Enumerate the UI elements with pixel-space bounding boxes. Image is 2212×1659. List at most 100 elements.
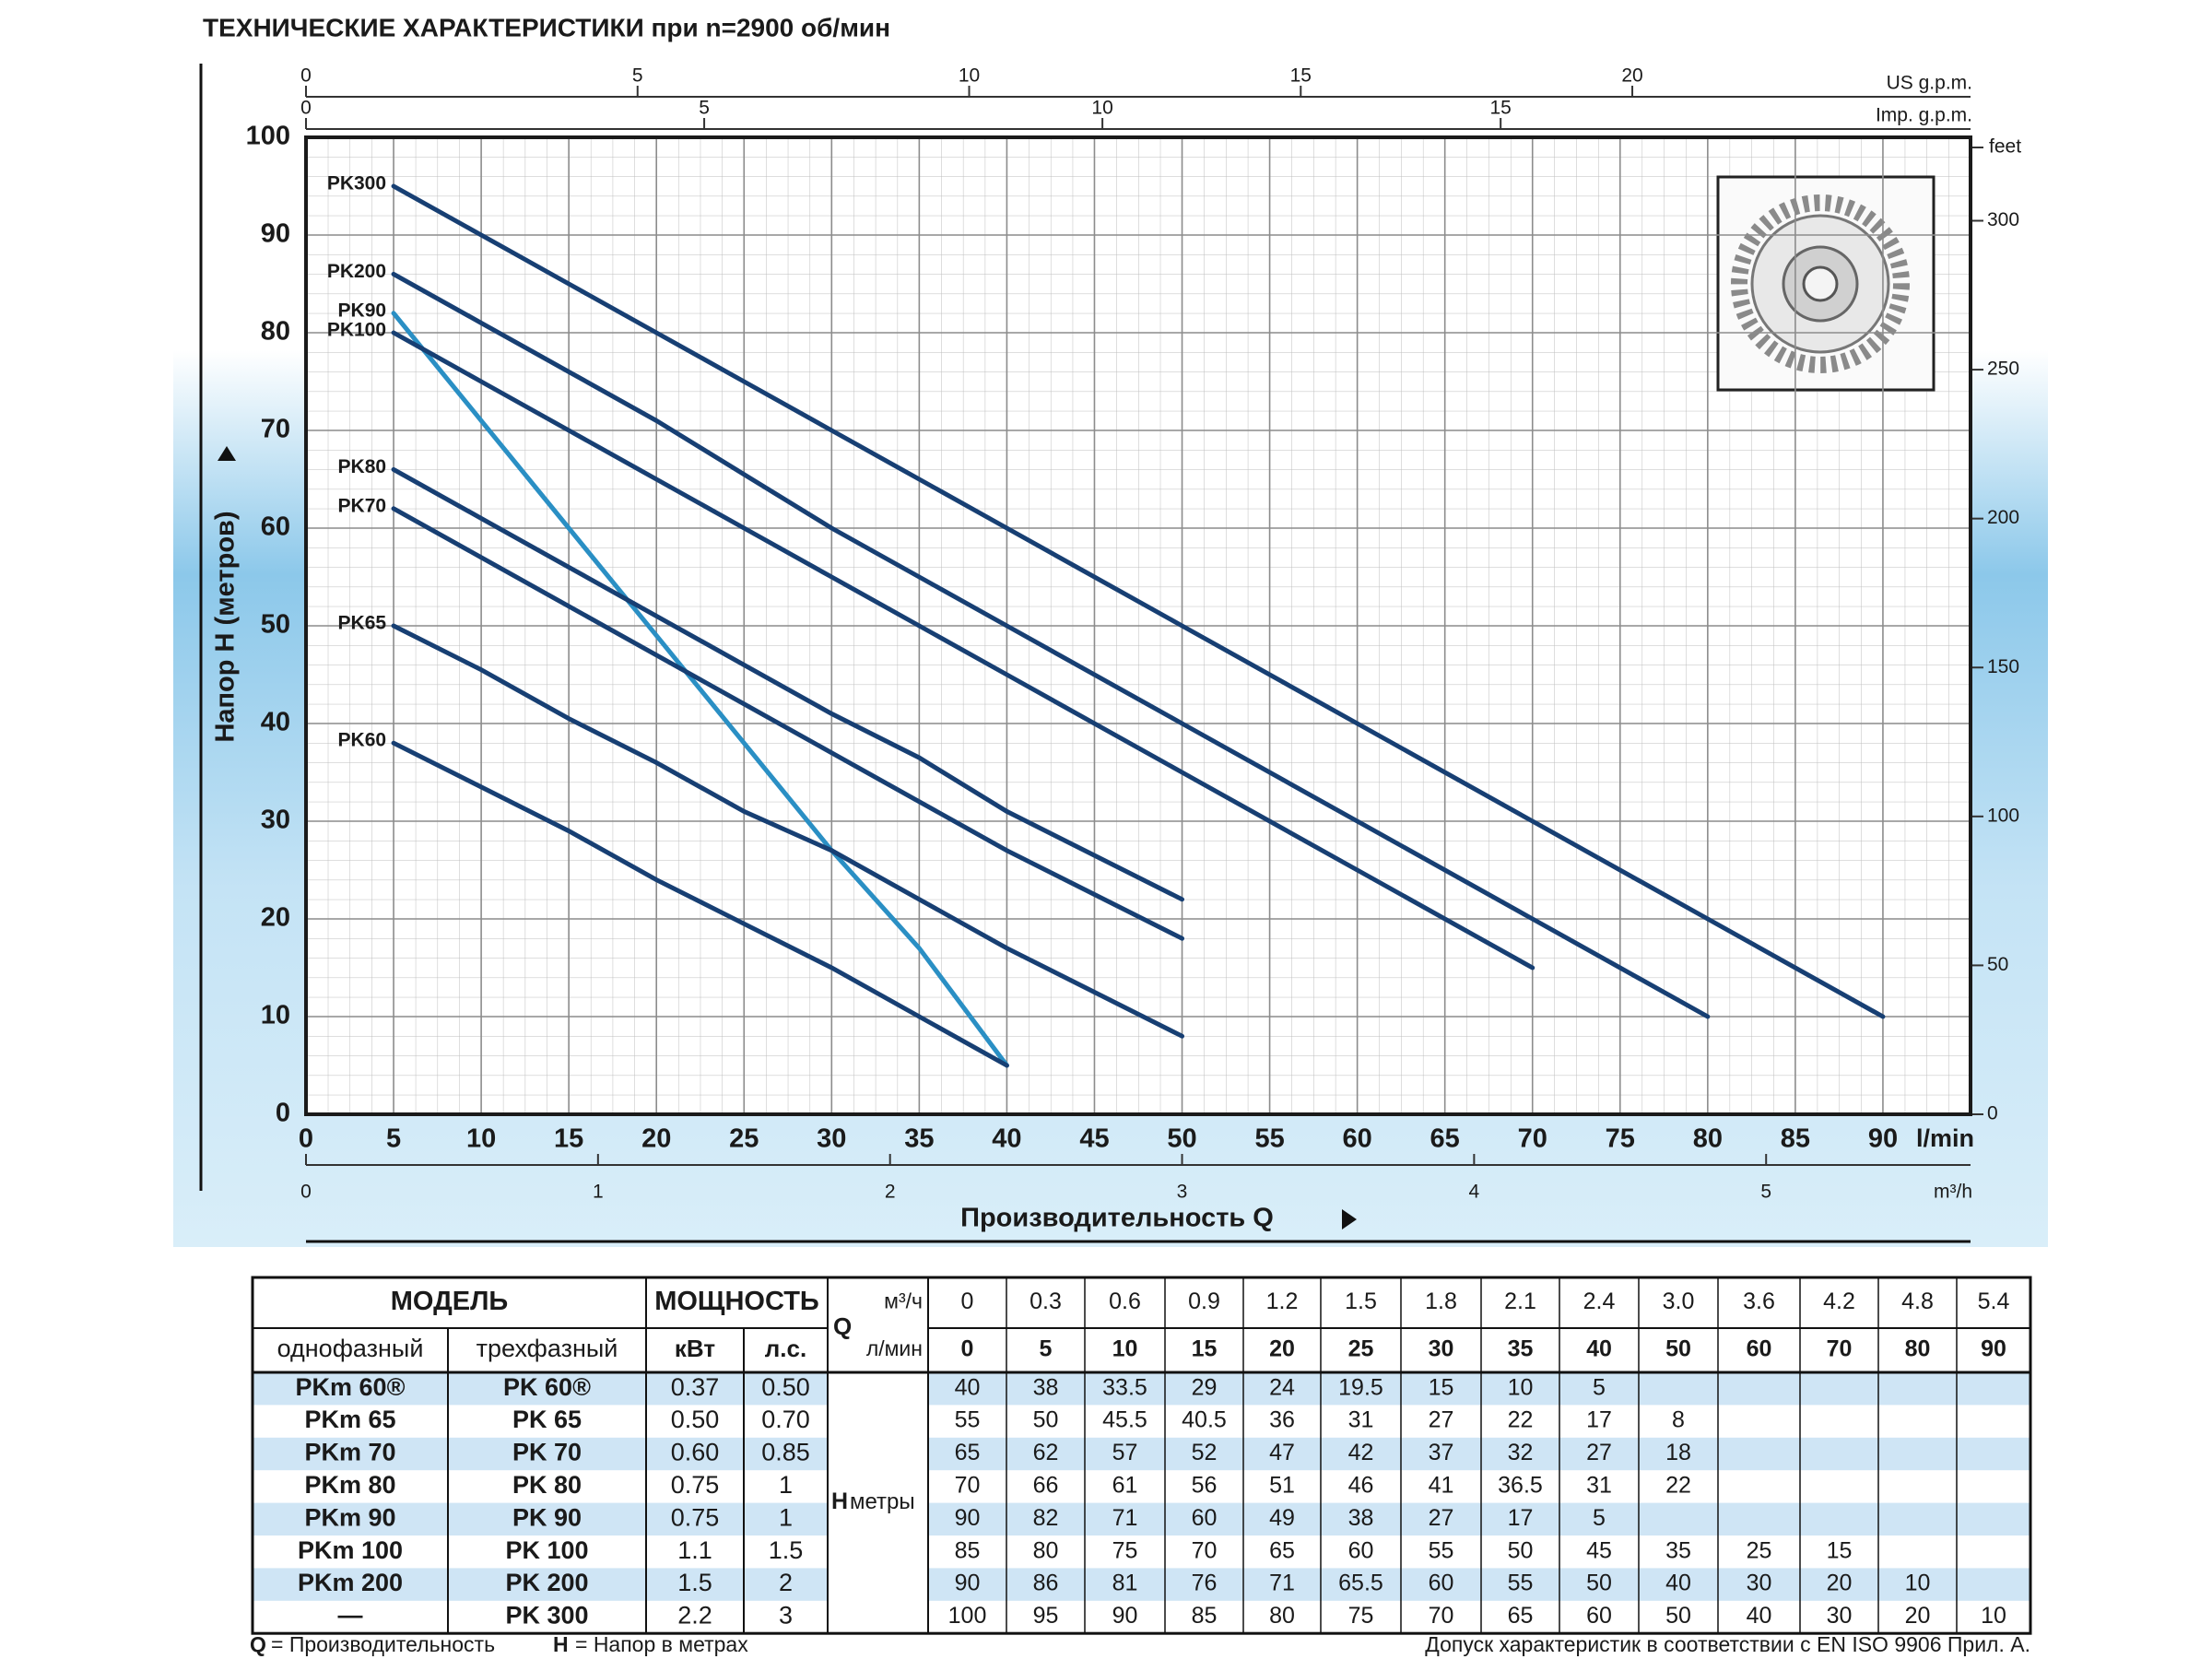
table-text: 57 [1112, 1440, 1138, 1465]
table-text: 60 [1429, 1571, 1454, 1596]
series-line [391, 623, 1185, 1039]
table-text: 40 [955, 1374, 981, 1400]
plot-border [304, 135, 1972, 1116]
table-text: 1.2 [1266, 1288, 1299, 1314]
table-text: 61 [1112, 1473, 1138, 1499]
table-text: 62 [1033, 1440, 1059, 1465]
secondary-tick-label: 1 [593, 1182, 604, 1203]
table-text: 42 [1348, 1440, 1374, 1465]
series-label: PK100 [327, 320, 386, 341]
table-text: 70 [1429, 1603, 1454, 1629]
table-text: 0.50 [761, 1373, 810, 1401]
table-text: 0.3 [1030, 1288, 1062, 1314]
table-text: 17 [1586, 1407, 1612, 1433]
table-text: 18 [1665, 1440, 1691, 1465]
impeller-bore [1802, 265, 1839, 302]
table-text: 31 [1586, 1473, 1612, 1499]
table-text: 47 [1269, 1440, 1295, 1465]
table-text: 40 [1665, 1571, 1691, 1596]
y-tick-label: 60 [261, 512, 290, 542]
table-text: 30 [1827, 1603, 1853, 1629]
table-text: 10 [1508, 1374, 1534, 1400]
x-tick-label: 25 [729, 1124, 759, 1154]
table-text: PK 90 [512, 1503, 582, 1531]
table-text: кВт [675, 1335, 715, 1362]
table-text: 32 [1508, 1440, 1534, 1465]
y2-tick-label: 250 [1987, 359, 2019, 380]
x-arrow [1342, 1209, 1357, 1230]
table-text: 70 [955, 1473, 981, 1499]
table-text: 75 [1112, 1537, 1138, 1563]
table-text: 60 [1192, 1505, 1218, 1531]
table-text: PKm 70 [304, 1439, 395, 1466]
impeller-image [1716, 175, 1936, 392]
table-text: 5 [1593, 1505, 1606, 1531]
table-text: PKm 80 [304, 1471, 395, 1499]
y-arrow [218, 446, 236, 461]
table-text: 45 [1586, 1537, 1612, 1563]
series-label: PK65 [338, 613, 387, 634]
table-text: 80 [1033, 1537, 1059, 1563]
table-text: 35 [1508, 1336, 1534, 1362]
table-text: 0 [961, 1336, 974, 1362]
table-text: 50 [1033, 1407, 1059, 1433]
table-text: метры [850, 1489, 915, 1514]
table-text: H [831, 1488, 848, 1514]
table-text: PKm 60® [296, 1373, 406, 1401]
table-text: 71 [1112, 1505, 1138, 1531]
secondary-tick-label: 4 [1469, 1182, 1480, 1203]
table-text: PK 65 [512, 1406, 582, 1433]
y2-axis-label: feet [1989, 136, 2021, 158]
table-text: 86 [1033, 1571, 1059, 1596]
secondary-axis-label: Imp. g.p.m. [1876, 105, 1972, 126]
table-text: 37 [1429, 1440, 1454, 1465]
table-text: 46 [1348, 1473, 1374, 1499]
table-text: 20 [1269, 1336, 1295, 1362]
table-text: МОЩНОСТЬ [654, 1287, 819, 1316]
series-line [391, 740, 1009, 1068]
table-text: 45.5 [1102, 1407, 1147, 1433]
x-tick-label: 85 [1781, 1124, 1810, 1154]
table-text: 60 [1747, 1336, 1772, 1362]
table-text: 1.1 [677, 1536, 712, 1564]
y2-tick-label: 300 [1987, 209, 2019, 230]
y2-tick-label: 0 [1987, 1103, 1998, 1124]
table-text: 22 [1665, 1473, 1691, 1499]
series-label: PK80 [338, 456, 387, 477]
y-tick-label: 80 [261, 317, 290, 347]
y-tick-label: 100 [246, 122, 290, 151]
table-text: Q [833, 1312, 852, 1340]
table-text: 1 [779, 1503, 793, 1531]
series-line [391, 466, 1185, 902]
table-text: 90 [955, 1571, 981, 1596]
secondary-tick-label: 0 [300, 1182, 312, 1203]
table-text: 40 [1586, 1336, 1612, 1362]
table-text: H [553, 1632, 569, 1656]
table-border [251, 1276, 2032, 1635]
table-text: 20 [1827, 1571, 1853, 1596]
table-text: 49 [1269, 1505, 1295, 1531]
table-text: 5 [1593, 1374, 1606, 1400]
table-text: 1.5 [677, 1569, 712, 1596]
series-line [391, 330, 1535, 971]
x-tick-label: 50 [1167, 1124, 1196, 1154]
secondary-tick-label: 20 [1621, 65, 1642, 87]
table-text: Q [250, 1632, 266, 1656]
series-label: PK200 [327, 261, 386, 282]
x-tick-label: 15 [554, 1124, 583, 1154]
row-stripe [928, 1568, 2030, 1601]
secondary-tick-label: 5 [632, 65, 643, 87]
table-text: 95 [1033, 1603, 1059, 1629]
table-text: 40 [1747, 1603, 1772, 1629]
secondary-tick-label: 10 [1091, 98, 1112, 119]
table-text: 52 [1192, 1440, 1218, 1465]
impeller-vanes [1731, 194, 1910, 373]
secondary-tick-label: 2 [885, 1182, 896, 1203]
table-text: 41 [1429, 1473, 1454, 1499]
table-text: 82 [1033, 1505, 1059, 1531]
table-text: PKm 100 [298, 1536, 403, 1564]
table-text: 2.2 [677, 1602, 712, 1630]
table-text: 27 [1429, 1505, 1454, 1531]
table-text: 31 [1348, 1407, 1374, 1433]
table-text: PK 70 [512, 1439, 582, 1466]
